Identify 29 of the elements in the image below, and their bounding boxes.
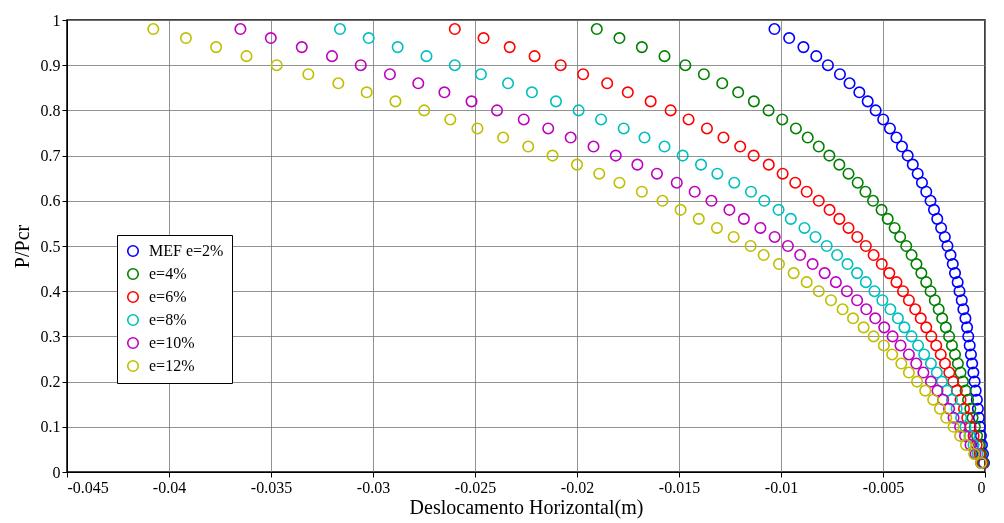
x-tick-label: -0.035 (250, 478, 293, 496)
y-tick-label: 0 (52, 463, 61, 481)
y-tick-label: 0.2 (40, 373, 61, 391)
legend-label: e=10% (149, 334, 195, 351)
y-tick-label: 0.8 (40, 101, 61, 119)
y-tick-label: 0.7 (40, 147, 61, 165)
y-tick-label: 1 (52, 11, 61, 29)
y-tick-label: 0.5 (40, 237, 61, 255)
y-tick-label: 0.9 (40, 56, 61, 74)
x-tick-label: -0.015 (658, 478, 701, 496)
x-tick-label: -0.04 (152, 478, 187, 496)
legend-label: e=12% (149, 357, 195, 374)
x-tick-label: 0 (977, 478, 986, 496)
x-tick-label: -0.03 (356, 478, 391, 496)
x-axis-title: Deslocamento Horizontal(m) (409, 495, 644, 519)
x-tick-label: -0.025 (454, 478, 497, 496)
legend-label: e=8% (149, 311, 187, 328)
y-tick-label: 0.3 (40, 327, 61, 345)
y-axis-title: P/Pcr (10, 224, 33, 269)
legend-label: MEF e=2% (149, 242, 224, 259)
legend-label: e=6% (149, 288, 187, 305)
y-tick-label: 0.6 (40, 192, 61, 210)
legend-label: e=4% (149, 265, 187, 282)
x-tick-label: -0.045 (67, 478, 109, 496)
x-tick-label: -0.005 (862, 478, 905, 496)
x-tick-label: -0.01 (764, 478, 799, 496)
y-tick-label: 0.4 (40, 282, 61, 300)
x-tick-label: -0.02 (560, 478, 595, 496)
y-tick-label: 0.1 (40, 418, 61, 436)
